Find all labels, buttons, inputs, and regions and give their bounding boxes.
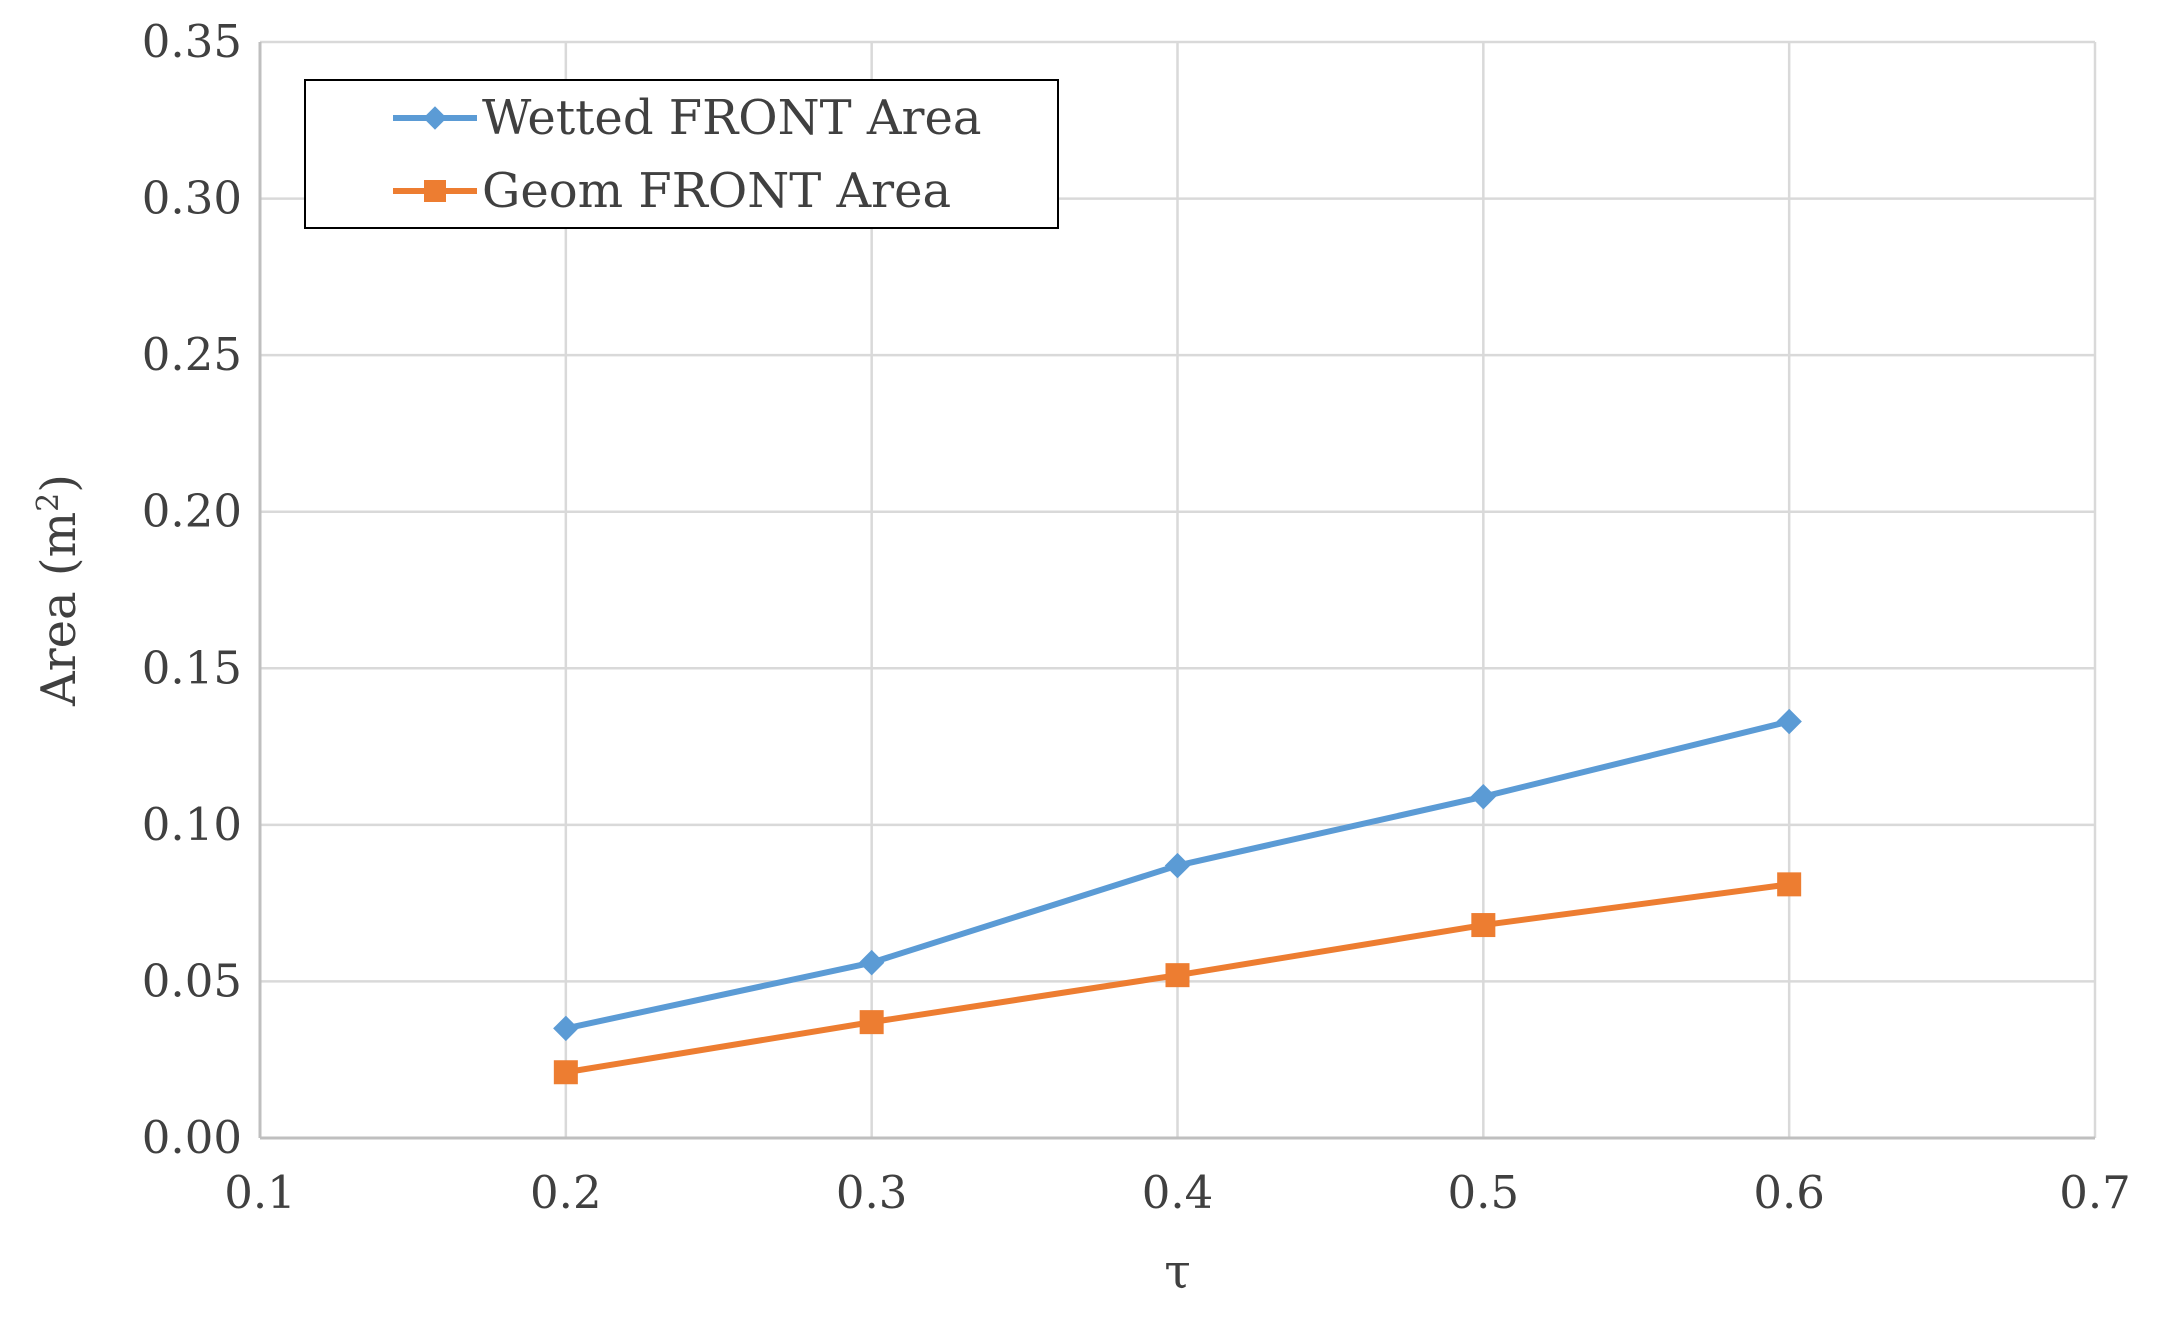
y-tick-label: 0.30 (142, 172, 242, 225)
x-tick-label: 0.2 (530, 1166, 602, 1219)
data-point (1164, 852, 1191, 879)
data-point (553, 1060, 578, 1085)
data-point (1471, 913, 1496, 938)
y-axis-title-superscript: 2 (31, 493, 66, 512)
x-tick-label: 0.7 (2059, 1166, 2131, 1219)
tick-labels: 0.00 0.05 0.10 0.15 0.20 0.25 0.30 0.35 0.1 0.2 0.… (142, 15, 2131, 1219)
data-point (1777, 872, 1802, 897)
y-tick-label: 0.35 (142, 15, 242, 68)
data-point (1470, 783, 1497, 810)
legend-label: Wetted FRONT Area (482, 90, 982, 146)
legend-label: Geom FRONT Area (482, 163, 951, 219)
series-2 (553, 872, 1802, 1085)
series-1 (553, 708, 1802, 1042)
y-tick-label: 0.25 (142, 328, 242, 381)
data-point (859, 1010, 884, 1035)
y-tick-label: 0.10 (142, 798, 242, 851)
data-series (553, 708, 1802, 1085)
y-tick-label: 0.15 (142, 641, 242, 694)
legend-marker (423, 106, 447, 130)
data-point (858, 949, 885, 976)
x-tick-label: 0.5 (1448, 1166, 1520, 1219)
legend-box (304, 79, 1059, 229)
data-point (553, 1015, 579, 1042)
y-axis-title-close: ) (31, 474, 87, 493)
legend-item-2: Geom FRONT Area (393, 163, 951, 219)
legend-marker (424, 180, 446, 202)
data-point (1776, 708, 1802, 735)
y-tick-label: 0.00 (142, 1111, 242, 1164)
y-axis-title-text: Area (m (31, 512, 87, 707)
y-tick-label: 0.05 (142, 954, 242, 1007)
y-axis-title: Area (m2) (31, 474, 88, 707)
data-point (1165, 963, 1190, 988)
axes (258, 42, 2095, 1140)
y-tick-label: 0.20 (142, 485, 242, 538)
x-tick-label: 0.6 (1753, 1166, 1825, 1219)
x-tick-label: 0.4 (1142, 1166, 1214, 1219)
legend: Wetted FRONT Area Geom FRONT Area (304, 79, 1059, 229)
x-tick-label: 0.3 (836, 1166, 908, 1219)
legend-item-1: Wetted FRONT Area (393, 90, 982, 146)
x-axis-title: τ (1164, 1244, 1191, 1300)
x-tick-label: 0.1 (224, 1166, 296, 1219)
legend-items: Wetted FRONT Area Geom FRONT Area (393, 90, 982, 219)
